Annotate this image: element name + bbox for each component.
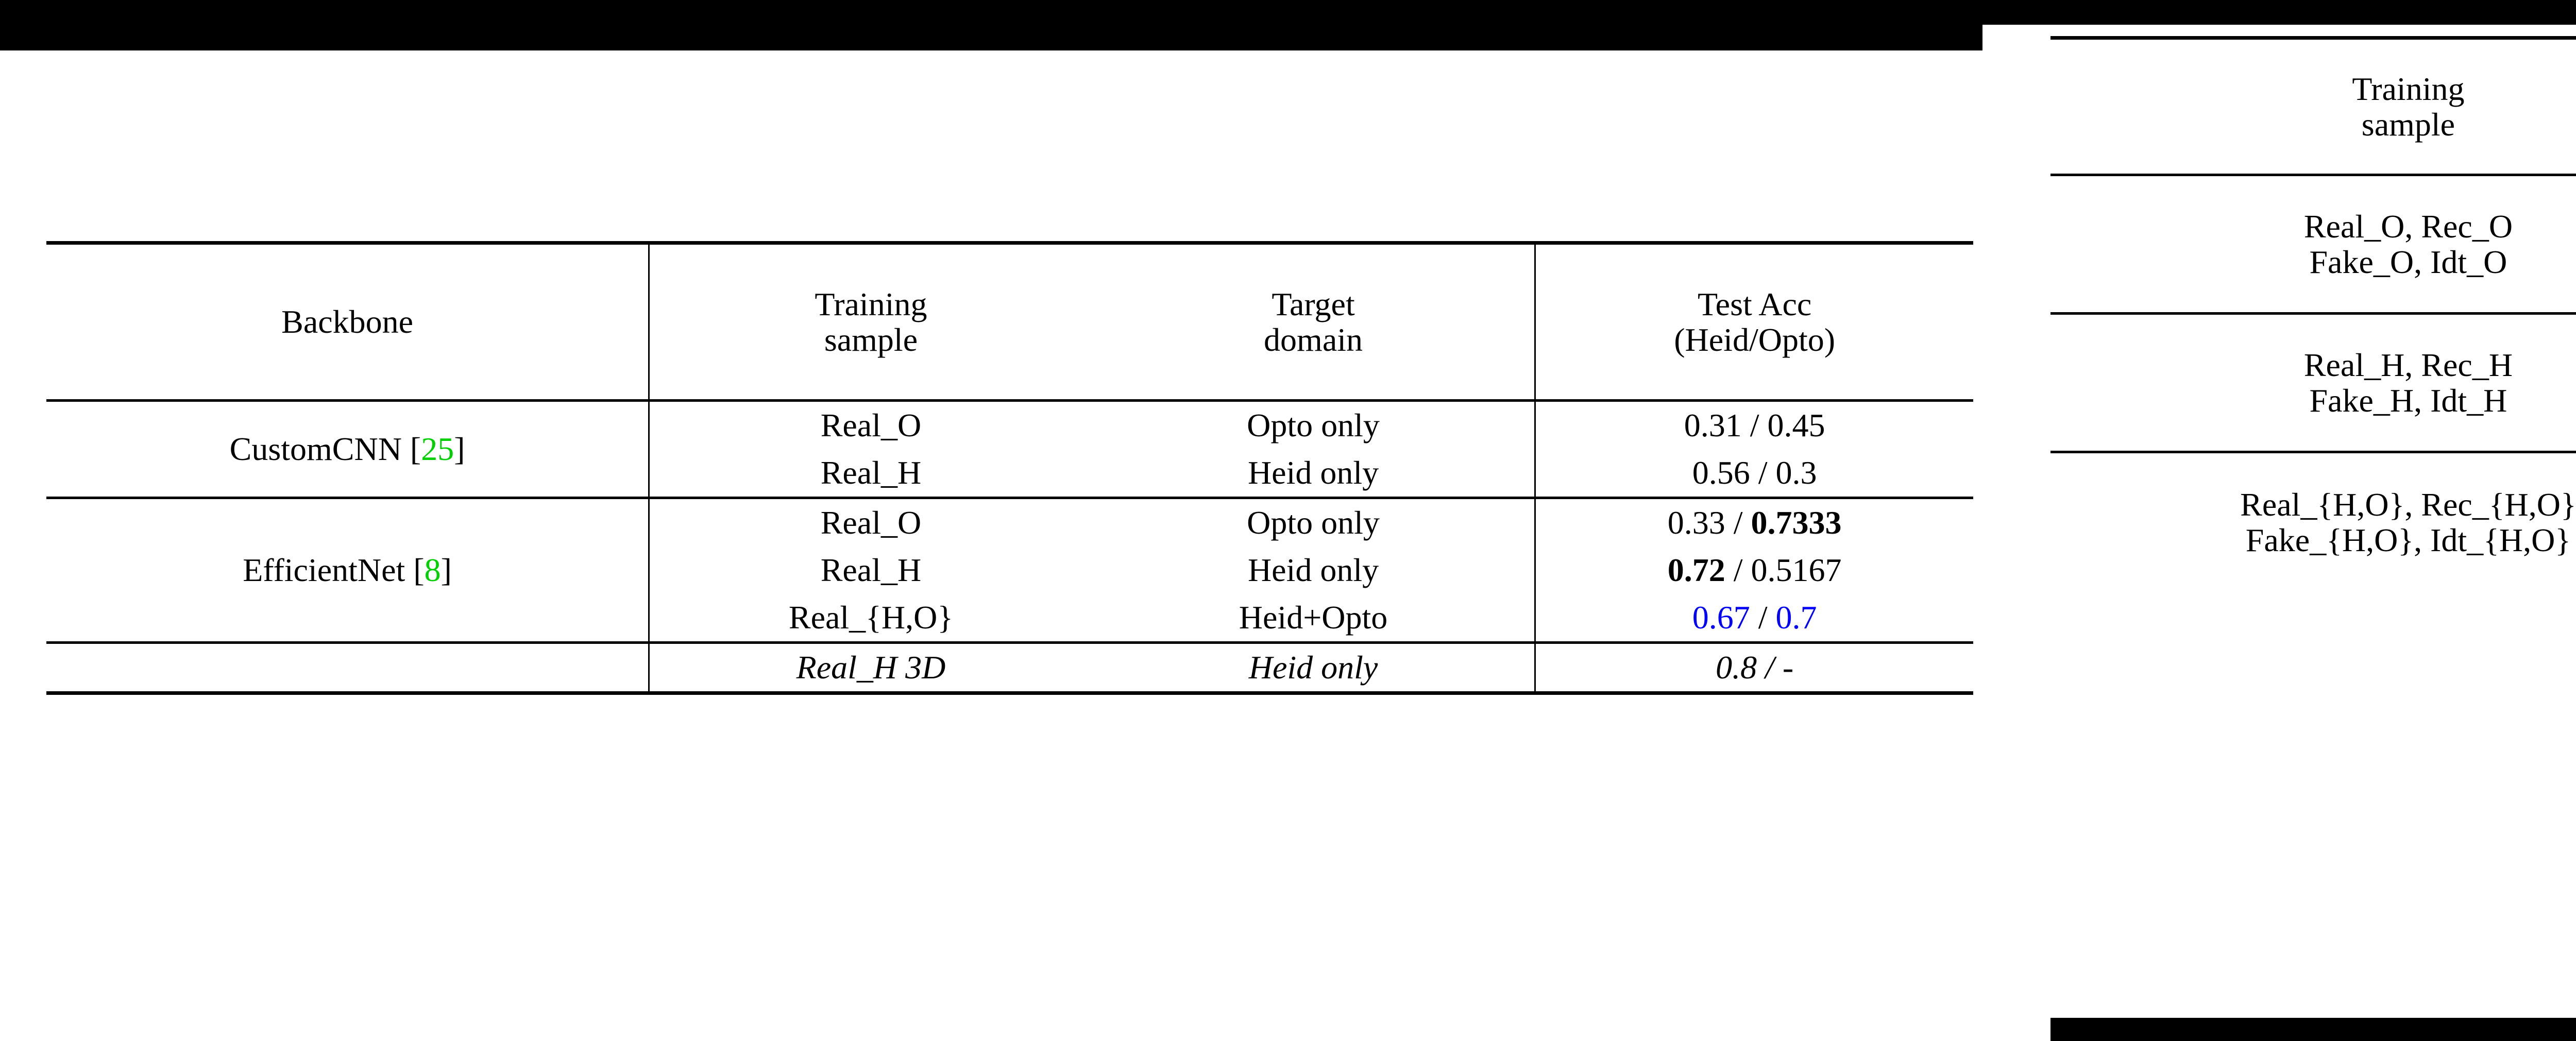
cell-training-sample: Real_H 3D xyxy=(649,642,1092,695)
redaction-band-top-left xyxy=(0,0,1982,50)
acc-heid-value: 0.31 xyxy=(1684,407,1742,444)
backbone-comparison-table: Backbone Training sample Target domain Test A… xyxy=(46,241,1973,695)
cell-backbone: CustomCNN [25] xyxy=(46,400,650,498)
acc-separator: / xyxy=(1750,454,1776,491)
table-row: CustomCNN [25] Real_O Opto only 0.31 / 0.45 xyxy=(46,400,1973,498)
cell-test-acc: 0.33 / 0.7333 xyxy=(1535,498,1973,547)
table-row: Real_H Heid only 0.72 / 0.5167 xyxy=(46,547,1973,594)
table-row: EfficientNet [8] Real_O Opto only 0.33 / 0.… xyxy=(46,498,1973,643)
header-line-1: Training xyxy=(815,285,927,322)
cell-target-domain: Heid only xyxy=(1092,449,1536,498)
column-header: Backbone xyxy=(46,243,650,401)
column-header: Target domain xyxy=(1092,243,1536,401)
sample-line-1: Real_H, Rec_H xyxy=(2303,346,2513,383)
acc-opto-value: 0.3 xyxy=(1775,454,1817,491)
citation-bracket-close: ] xyxy=(454,431,465,468)
table-row: Real_{H,O} Heid+Opto 0.67 / 0.7 xyxy=(46,594,1973,643)
table-header-row: TrainingsampleTargetdomainClasscondition… xyxy=(2050,38,2576,175)
cell-test-acc: 0.31 / 0.45 xyxy=(1535,401,1973,450)
cell-backbone: EfficientNet [8] xyxy=(46,498,650,643)
column-header: Training sample xyxy=(649,243,1092,401)
redaction-band-bottom xyxy=(2050,1018,2576,1041)
acc-separator: / xyxy=(1741,407,1768,444)
cell-training-sample: Real_H xyxy=(820,552,922,589)
citation-number[interactable]: 8 xyxy=(424,552,441,589)
redaction-band-top-right xyxy=(1982,0,2576,25)
cell-target-domain: Heid+Opto xyxy=(1092,594,1536,643)
acc-heid-value: 0.8 xyxy=(1716,649,1757,686)
acc-separator: / xyxy=(1757,649,1783,686)
header-line-2: domain xyxy=(1264,321,1363,358)
cell-test-acc: 0.56 / 0.3 xyxy=(1535,449,1973,498)
cell-target-domain: Heid only xyxy=(1092,642,1536,695)
cell-training-sample: Real_O xyxy=(820,407,922,444)
acc-opto-value: 0.45 xyxy=(1767,407,1825,444)
acc-heid-value: 0.56 xyxy=(1692,454,1750,491)
acc-opto-value: 0.7 xyxy=(1775,599,1817,636)
cell-backbone xyxy=(46,642,650,695)
acc-separator: / xyxy=(1750,599,1776,636)
backbone-name: EfficientNet [ xyxy=(243,552,425,589)
header-line-1: Training xyxy=(2352,70,2465,107)
right-caption-text: y y g xyxy=(2087,5,2576,24)
cell-training-sample: Real_O, Rec_O Fake_O, Idt_O xyxy=(2050,175,2576,314)
cell-test-acc: 0.72 / 0.5167 xyxy=(1535,547,1973,594)
header-line-1: Test Acc xyxy=(1698,285,1812,322)
cell-target-domain: Heid only xyxy=(1092,547,1536,594)
sample-line-2: Fake_H, Idt_H xyxy=(2309,382,2507,419)
cell-target-domain: Opto only xyxy=(1092,498,1536,547)
class-condition-ablation-table: TrainingsampleTargetdomainClasscondition… xyxy=(2050,36,2576,593)
citation-number[interactable]: 25 xyxy=(421,431,454,468)
cell-training-sample: Real_H, Rec_H Fake_H, Idt_H xyxy=(2050,314,2576,452)
column-header: Training sample xyxy=(2050,38,2576,175)
table-row: Real_H 3D Heid only 0.8 / - xyxy=(46,642,1973,695)
cell-training-sample: Real_{H,O} xyxy=(788,599,954,636)
left-caption-text: which uses 3D data as input, is provided… xyxy=(46,27,743,47)
sample-line-2: Fake_{H,O}, Idt_{H,O} xyxy=(2245,521,2571,558)
cell-training-sample: Real_O xyxy=(820,504,922,541)
table-row: Real_H Heid only 0.56 / 0.3 xyxy=(46,449,1973,498)
acc-opto-value: 0.7333 xyxy=(1751,504,1842,541)
table-header-row: Backbone Training sample Target domain Test A… xyxy=(46,243,1973,401)
header-line-2: sample xyxy=(824,321,918,358)
sample-line-1: Real_O, Rec_O xyxy=(2303,208,2513,245)
cell-test-acc: 0.8 / - xyxy=(1535,642,1973,695)
cell-training-sample: Real_H xyxy=(820,454,922,491)
cell-training-sample: Real_{H,O}, Rec_{H,O} Fake_{H,O}, Idt_{H,… xyxy=(2050,452,2576,591)
table-row: Real_{H,O}, Rec_{H,O} Fake_{H,O}, Idt_{H,… xyxy=(2050,452,2576,558)
header-line-1: Backbone xyxy=(281,303,414,340)
right-caption-cut-text: y y g xyxy=(2087,5,2576,28)
acc-opto-value: 0.5167 xyxy=(1751,552,1842,589)
column-header: Test Acc (Heid/Opto) xyxy=(1535,243,1973,401)
acc-opto-value: - xyxy=(1782,649,1794,686)
acc-heid-value: 0.72 xyxy=(1667,552,1725,589)
acc-separator: / xyxy=(1725,552,1751,589)
cell-target-domain: Opto only xyxy=(1092,400,1536,449)
citation-bracket-close: ] xyxy=(440,552,452,589)
header-line-2: sample xyxy=(2361,106,2455,143)
acc-heid-value: 0.33 xyxy=(1667,504,1725,541)
header-line-2: (Heid/Opto) xyxy=(1674,321,1836,358)
header-line-1: Target xyxy=(1272,285,1355,322)
acc-separator: / xyxy=(1725,504,1751,541)
cell-test-acc: 0.67 / 0.7 xyxy=(1535,594,1973,643)
backbone-name: CustomCNN [ xyxy=(229,431,421,468)
left-caption-cut-text: which uses 3D data as input, is provided… xyxy=(46,27,1973,56)
sample-line-1: Real_{H,O}, Rec_{H,O} xyxy=(2240,486,2576,523)
acc-heid-value: 0.67 xyxy=(1692,599,1750,636)
sample-line-2: Fake_O, Idt_O xyxy=(2309,244,2507,280)
